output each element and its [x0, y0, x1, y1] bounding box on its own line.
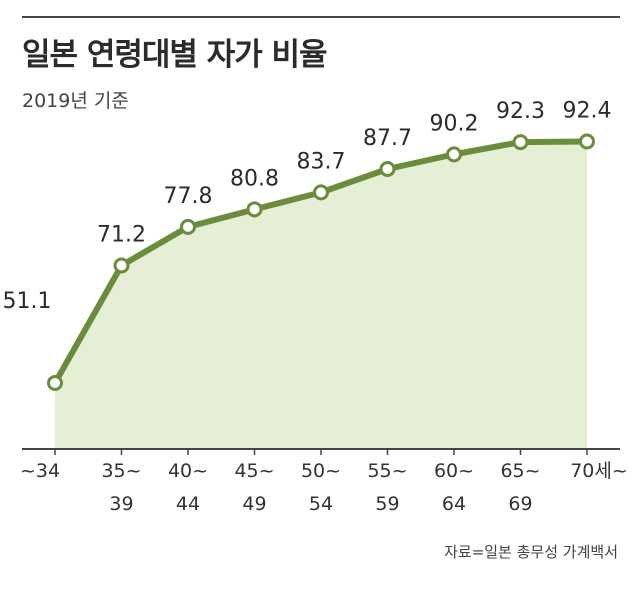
chart-subtitle: 2019년 기준 [22, 90, 129, 112]
chart-title: 일본 연령대별 자가 비율 [22, 37, 328, 73]
data-label: 90.2 [430, 111, 479, 136]
data-point [446, 146, 462, 163]
x-tick-label: 39 [109, 493, 133, 515]
data-label: 92.4 [563, 99, 612, 124]
data-point [512, 134, 529, 151]
data-label: 80.8 [230, 166, 279, 191]
x-tick-label: 69 [508, 493, 532, 515]
data-point [246, 201, 263, 218]
data-label: 83.7 [297, 149, 346, 174]
x-tick-label: 70세~ [570, 460, 628, 482]
x-tick-label: 60~ [434, 460, 474, 482]
data-point [180, 218, 196, 235]
x-tick-label: 45~ [234, 460, 274, 482]
area-fill [55, 141, 587, 448]
data-label: 92.3 [496, 99, 545, 124]
data-point [47, 375, 63, 391]
data-label: 87.7 [363, 126, 412, 151]
data-point [313, 184, 329, 201]
data-label: 77.8 [164, 184, 213, 209]
data-point [379, 160, 396, 177]
source-note: 자료=일본 총무성 가계백서 [444, 543, 618, 561]
x-tick-label: 64 [442, 493, 466, 515]
x-tick-label: 40~ [168, 460, 208, 482]
top-rule [22, 16, 620, 18]
x-tick-label: 54 [309, 493, 333, 515]
x-tick-label: 59 [375, 493, 399, 515]
data-label: 71.2 [97, 222, 146, 247]
data-point [579, 133, 595, 150]
x-tick-label: 49 [242, 493, 266, 515]
x-tick-label: 35~ [101, 460, 141, 482]
x-tick-label: 55~ [367, 460, 407, 482]
x-tick-label: 50~ [301, 460, 341, 482]
data-point [113, 257, 130, 274]
data-label: 51.1 [3, 289, 52, 314]
x-tick-label: ~34 [20, 460, 60, 482]
x-tick-label: 65~ [500, 460, 540, 482]
x-tick-label: 44 [176, 493, 200, 515]
